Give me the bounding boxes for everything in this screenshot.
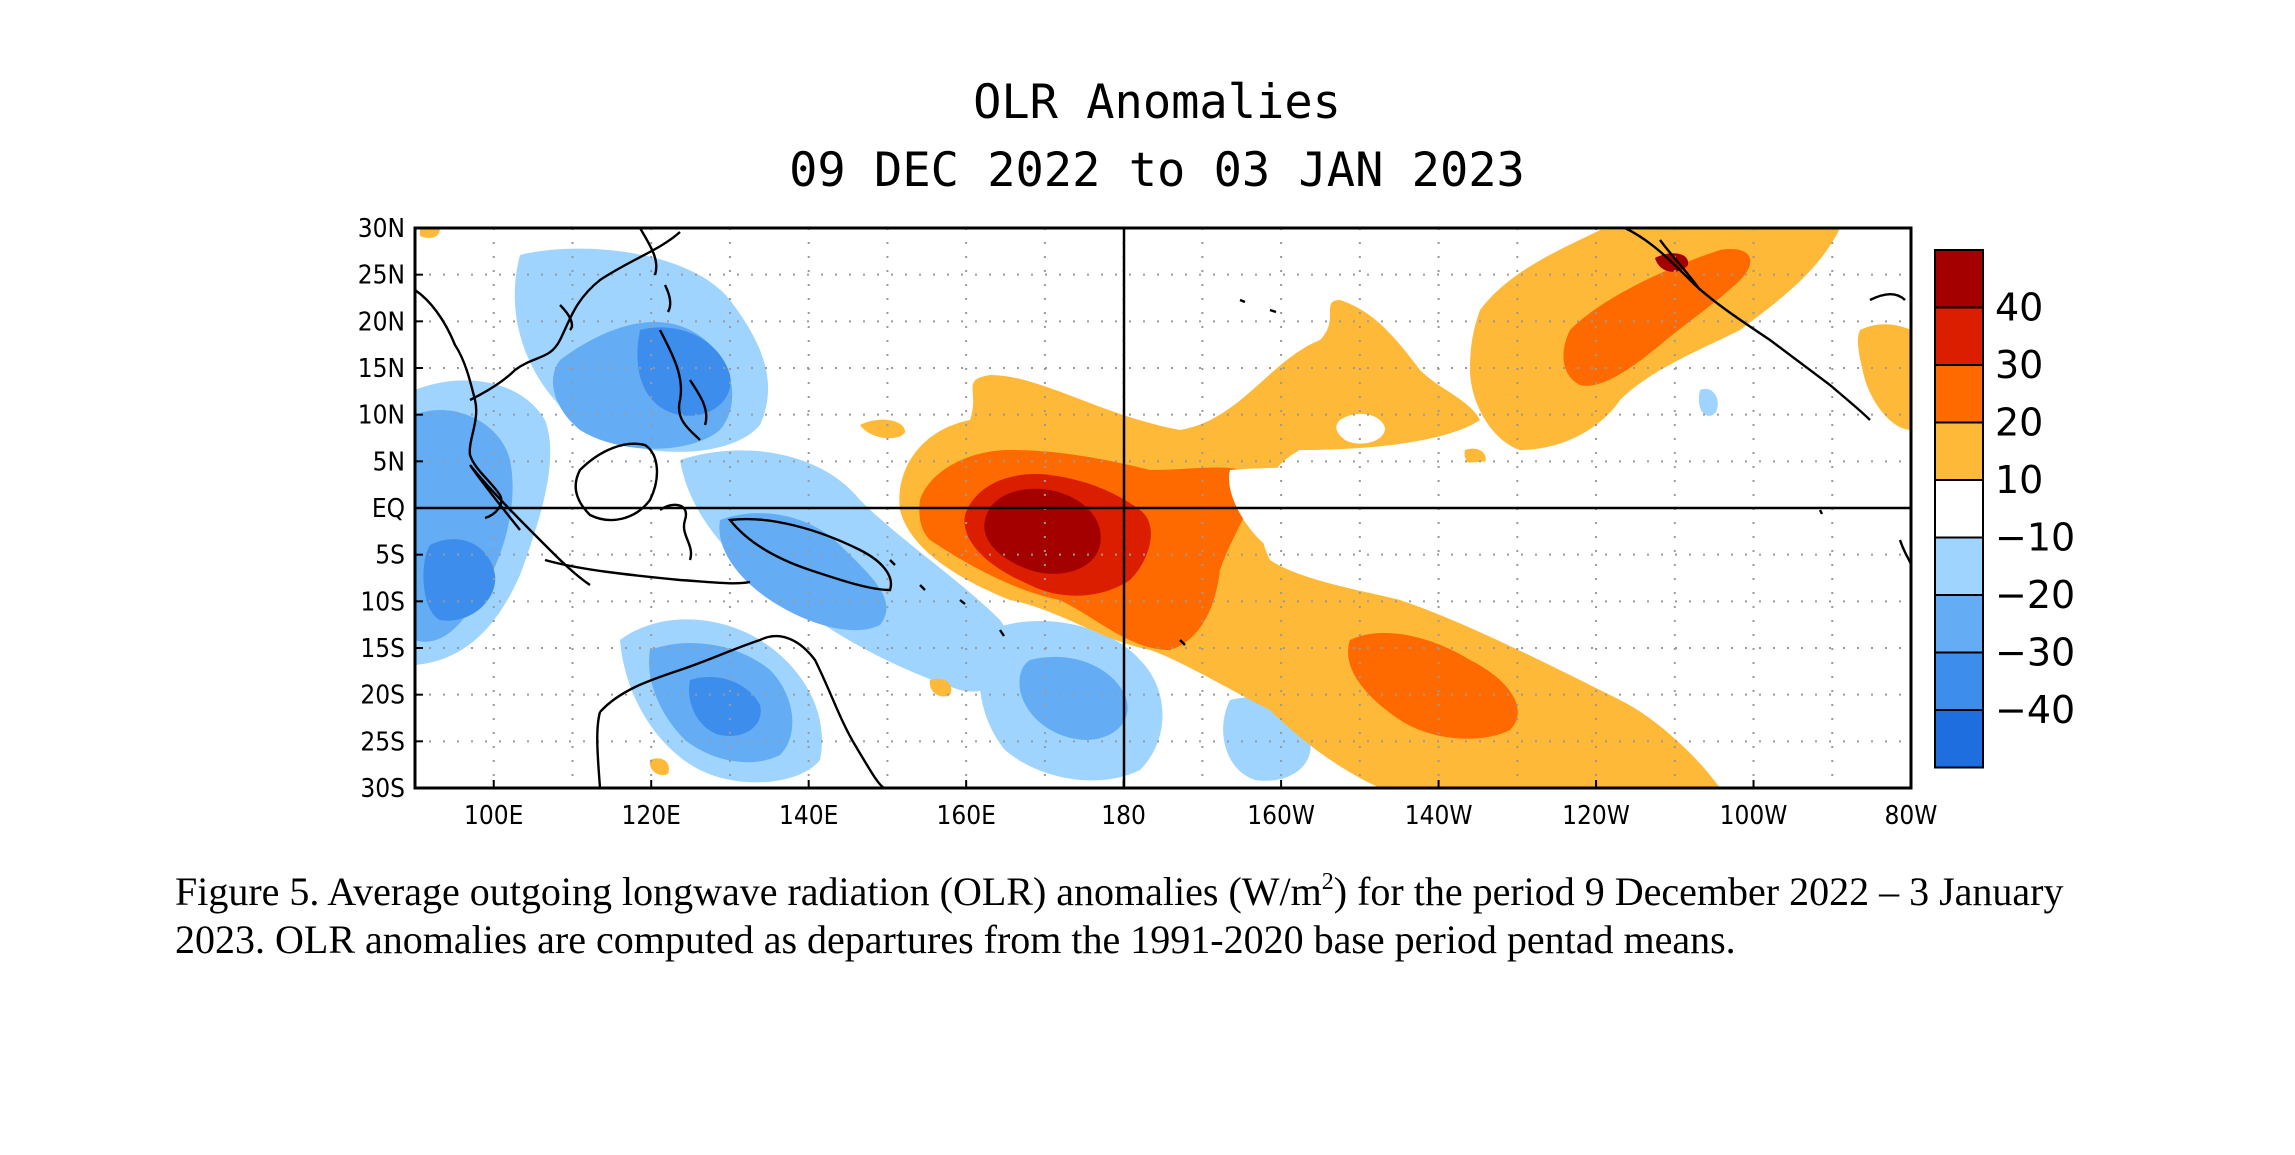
- pos-ne-orange: [1563, 249, 1751, 386]
- colorbar-swatch: [1934, 249, 1984, 309]
- coast-borneo: [574, 442, 659, 522]
- neutral-holes: [1229, 413, 1911, 611]
- pos-speck-4: [649, 758, 669, 776]
- pos-se-orange: [1348, 632, 1518, 739]
- pos-ne-yellow-edge: [1857, 324, 1911, 430]
- colorbar-label: 30: [1995, 343, 2043, 387]
- chart-subtitle: 09 DEC 2022 to 03 JAN 2023: [789, 143, 1525, 198]
- y-tick-label: 15N: [358, 354, 405, 384]
- coast-java: [544, 558, 751, 585]
- chart-title: OLR Anomalies: [973, 75, 1341, 130]
- coast-sumatra: [469, 464, 591, 586]
- colorbar-label: −30: [1995, 631, 2075, 675]
- pos-speck-3: [929, 678, 952, 697]
- y-tick-label: 25S: [360, 727, 405, 757]
- neg-indian-ocean-strong: [423, 539, 496, 621]
- coast-australia: [599, 634, 886, 788]
- x-tick-label: 120W: [1562, 801, 1630, 831]
- neg-swpacific-mid: [1019, 656, 1128, 740]
- neg-enpacific-speck: [1698, 388, 1718, 416]
- neutral-hole-2: [1229, 460, 1911, 611]
- y-axis: 30N 25N 20N 15N 10N 5N EQ 5S 10S 15S 20S 25S 30S: [358, 214, 423, 804]
- coastlines: [415, 228, 1911, 788]
- neutral-hole-1: [1336, 413, 1385, 444]
- y-tick-label: EQ: [372, 494, 405, 524]
- colorbar-swatch: [1934, 421, 1984, 481]
- coast-indochina: [469, 231, 681, 402]
- coast-islands-pacific: [889, 298, 1824, 646]
- olr-anomaly-figure: OLR Anomalies 09 DEC 2022 to 03 JAN 2023: [358, 75, 2075, 831]
- x-tick-label: 120E: [621, 801, 680, 831]
- y-tick-label: 30S: [360, 774, 405, 804]
- coast-philippines: [658, 329, 708, 441]
- coast-australia-west: [596, 711, 602, 788]
- coast-mainland-asia: [415, 289, 503, 520]
- y-tick-label: 10N: [358, 401, 405, 431]
- x-tick-label: 140W: [1405, 801, 1473, 831]
- coast-north-america: [1624, 228, 1871, 421]
- y-tick-label: 20N: [358, 307, 405, 337]
- x-tick-label: 80W: [1885, 801, 1938, 831]
- colorbar-swatch: [1934, 594, 1984, 654]
- x-axis: 100E 120E 140E 160E 180 160W 140W 120W 100W 80W: [464, 780, 1937, 831]
- colorbar-label: −10: [1995, 516, 2075, 560]
- caption-text-start: Figure 5. Average outgoing longwave radi…: [175, 869, 1322, 914]
- pos-central-darkred: [984, 488, 1101, 574]
- coast-gulf: [1869, 293, 1906, 302]
- figure-caption: Figure 5. Average outgoing longwave radi…: [175, 868, 2135, 964]
- colorbar-swatch: [1934, 364, 1984, 424]
- pos-central-yellow: [899, 300, 1720, 788]
- positive-anomalies: [420, 228, 1911, 788]
- colorbar-label: 40: [1995, 286, 2043, 330]
- anomaly-field: [415, 228, 1911, 788]
- x-tick-label: 160E: [936, 801, 995, 831]
- y-tick-label: 30N: [358, 214, 405, 244]
- y-tick-label: 10S: [360, 587, 405, 617]
- y-tick-label: 15S: [360, 634, 405, 664]
- x-tick-label: 180: [1101, 801, 1146, 831]
- y-tick-label: 25N: [358, 261, 405, 291]
- coast-baja: [1659, 239, 1701, 291]
- neg-maritime-mid: [719, 513, 887, 631]
- coast-sulawesi: [659, 503, 693, 561]
- colorbar-label: 20: [1995, 401, 2043, 445]
- x-tick-label: 160W: [1247, 801, 1315, 831]
- y-tick-label: 5S: [375, 541, 405, 571]
- coast-new-guinea: [727, 517, 893, 592]
- colorbar-swatch: [1934, 709, 1984, 769]
- colorbar-label: −40: [1995, 688, 2075, 732]
- pos-speck-1: [860, 419, 905, 439]
- x-tick-label: 100W: [1720, 801, 1788, 831]
- y-tick-label: 5N: [373, 447, 405, 477]
- y-tick-label: 20S: [360, 681, 405, 711]
- negative-anomalies: [415, 248, 1718, 783]
- neg-philippine-strong: [637, 327, 731, 416]
- x-tick-label: 100E: [464, 801, 523, 831]
- neg-australia-strong: [689, 676, 761, 736]
- caption-superscript: 2: [1321, 869, 1334, 895]
- x-tick-label: 140E: [779, 801, 838, 831]
- pos-speck-2: [420, 228, 440, 238]
- coast-taiwan: [663, 284, 672, 313]
- colorbar-legend: 40 30 20 10 −10 −20 −30 −40: [1934, 249, 2075, 769]
- colorbar-swatch: [1934, 479, 1984, 539]
- colorbar-label: 10: [1995, 458, 2043, 502]
- colorbar-swatch: [1934, 306, 1984, 366]
- coast-japan: [559, 228, 658, 331]
- caption-text-end: ) for the period 9 December 2022 – 3 Jan…: [175, 869, 2064, 962]
- colorbar-label: −20: [1995, 573, 2075, 617]
- colorbar-swatch: [1934, 651, 1984, 711]
- colorbar-swatch: [1934, 536, 1984, 596]
